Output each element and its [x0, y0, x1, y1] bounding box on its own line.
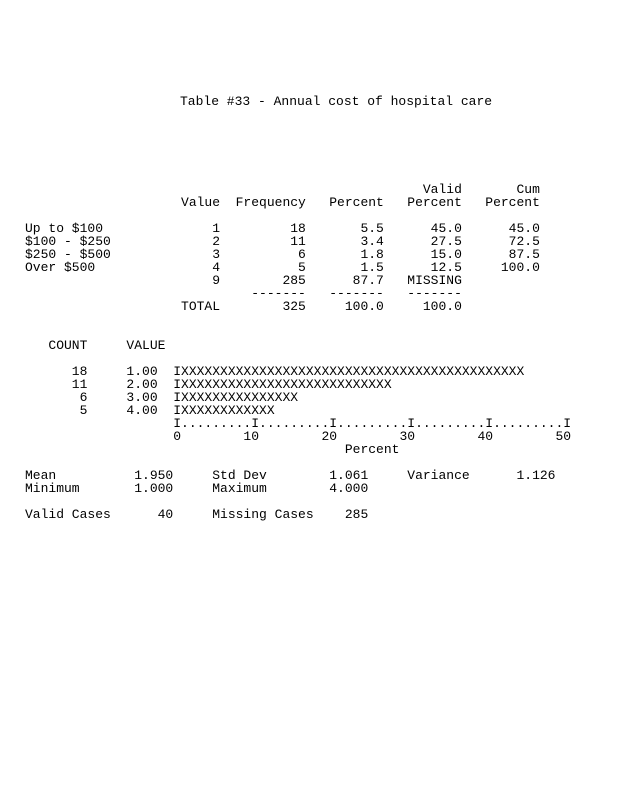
- document-page: Table #33 - Annual cost of hospital care…: [0, 0, 630, 521]
- statistical-output: Valid Cum Value Frequency Percent Percen…: [25, 183, 630, 521]
- table-title: Table #33 - Annual cost of hospital care: [25, 95, 630, 108]
